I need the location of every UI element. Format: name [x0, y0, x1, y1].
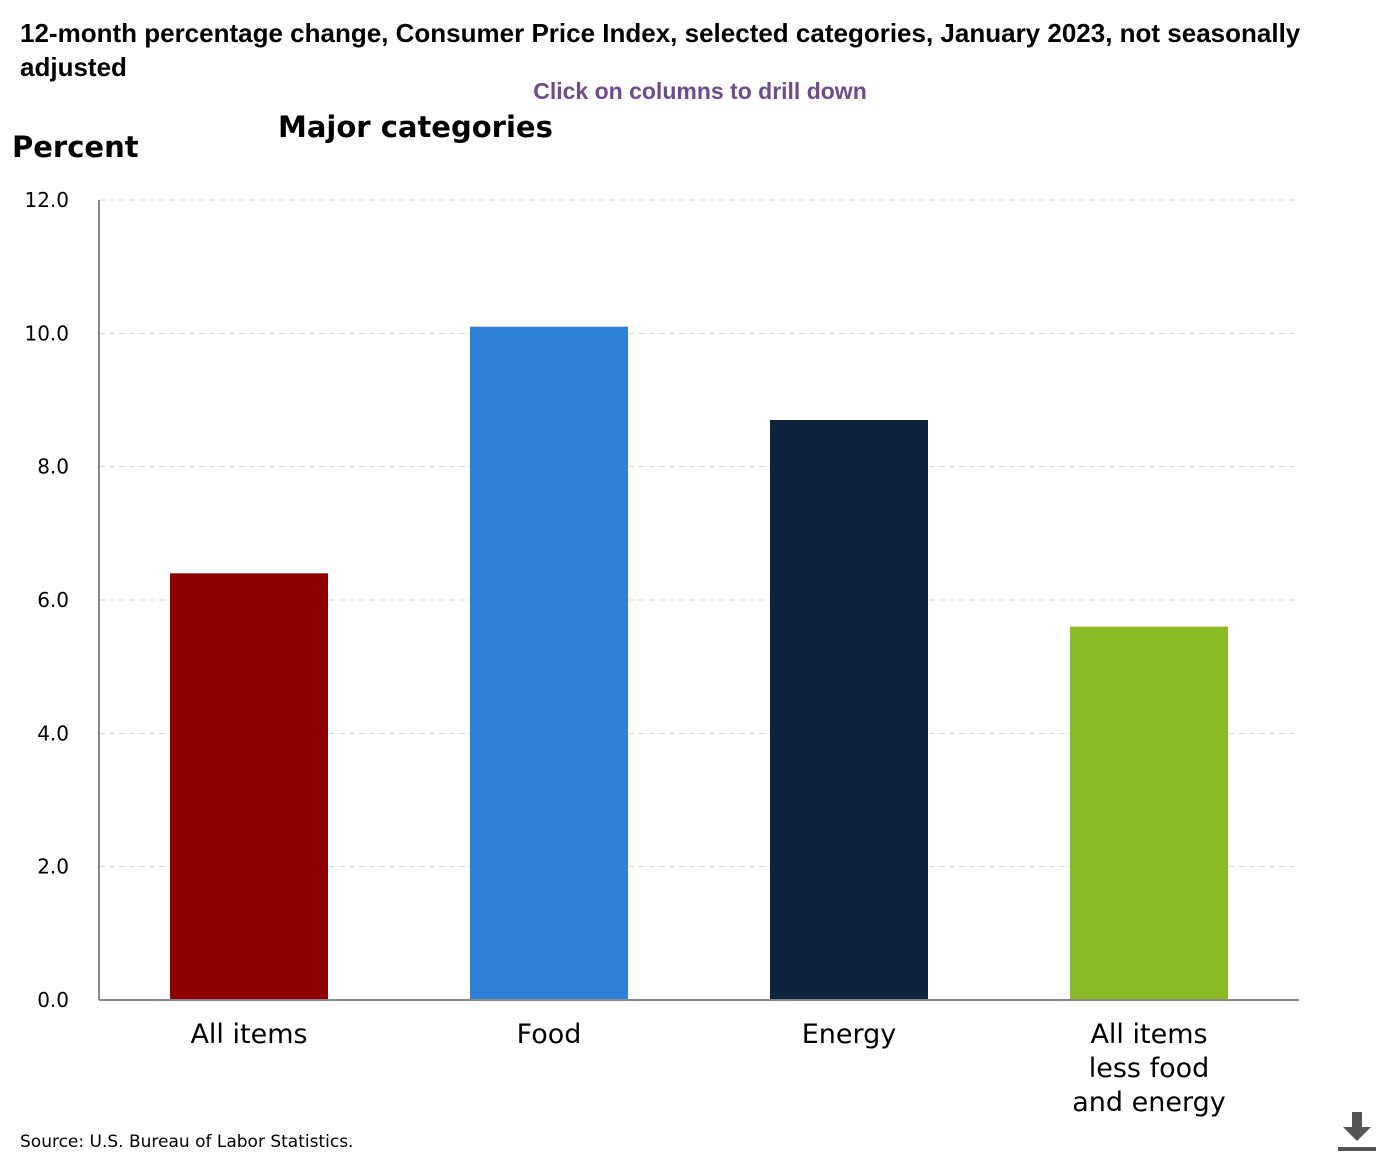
chart-subtitle: Major categories [278, 110, 553, 144]
y-tick-labels: 0.0 2.0 4.0 6.0 8.0 10.0 12.0 [24, 188, 69, 1012]
y-tick-label: 4.0 [37, 721, 69, 745]
source-note: Source: U.S. Bureau of Labor Statistics. [20, 1132, 354, 1152]
bar[interactable] [1070, 626, 1228, 1000]
y-tick-label: 8.0 [37, 455, 69, 479]
x-category-label: All items less food and energy [1072, 1019, 1225, 1118]
bars [170, 326, 1228, 1001]
x-category-label-line: Food [517, 1019, 582, 1050]
x-category-label-line: All items [190, 1019, 307, 1050]
y-tick-label: 10.0 [24, 321, 69, 345]
drill-down-link[interactable]: Click on columns to drill down [533, 78, 867, 104]
download-icon-graphic [1338, 1112, 1376, 1151]
y-tick-label: 12.0 [24, 188, 69, 212]
bar[interactable] [170, 573, 328, 1000]
x-category-label: All items [190, 1019, 307, 1050]
x-category-label-line: and energy [1072, 1087, 1225, 1118]
axes [98, 200, 1299, 1001]
y-tick-label: 6.0 [37, 588, 69, 612]
drill-down-hint: Click on columns to drill down [0, 78, 1400, 105]
x-category-label: Food [517, 1019, 582, 1050]
y-tick-label: 2.0 [37, 855, 69, 879]
bar[interactable] [770, 420, 928, 1000]
x-category-label-line: All items [1090, 1019, 1207, 1050]
chart-title: 12-month percentage change, Consumer Pri… [20, 18, 1301, 82]
bar[interactable] [470, 326, 628, 1001]
x-category-labels: All items Food Energy All items less food and… [190, 1019, 1225, 1118]
y-axis-label: Percent [12, 130, 139, 164]
y-tick-label: 0.0 [37, 988, 69, 1012]
x-category-label-line: Energy [802, 1019, 897, 1050]
download-icon[interactable] [1334, 1108, 1380, 1154]
x-category-label: Energy [802, 1019, 897, 1050]
x-category-label-line: less food [1089, 1053, 1210, 1084]
